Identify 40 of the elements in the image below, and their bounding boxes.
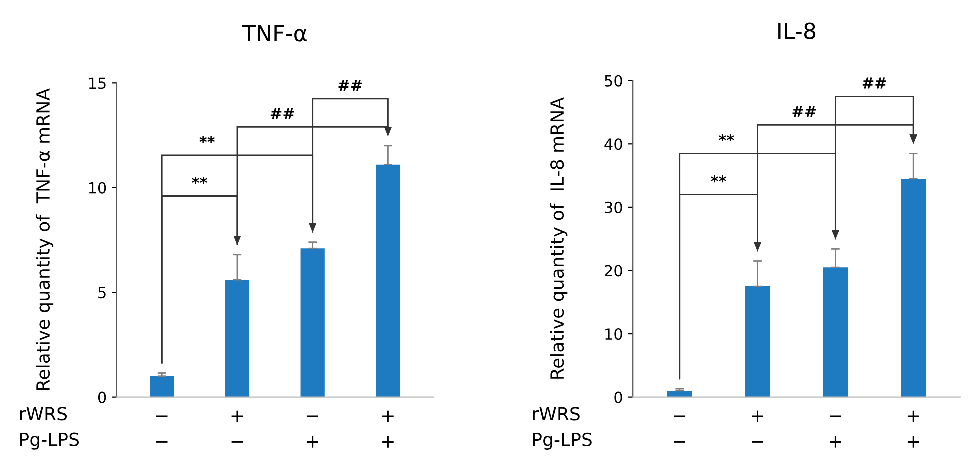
annotation: ## — [338, 80, 362, 91]
category-label: − − — [156, 416, 168, 443]
annotation: ## — [862, 78, 886, 89]
bar — [745, 286, 770, 398]
bar — [225, 280, 250, 398]
annotation: ## — [270, 108, 294, 120]
x-tick-label: − + — [830, 416, 842, 448]
x-axis-title: rWRS Pg-LPS — [20, 407, 80, 450]
annotation: ** — [711, 176, 726, 183]
x-tick-label: + + — [382, 410, 394, 448]
bar — [300, 248, 325, 398]
x-axis-title: rWRS Pg-LPS — [533, 407, 592, 450]
bar — [150, 376, 174, 398]
chart-title: IL-8 — [778, 22, 816, 40]
y-tick-label: 20 — [605, 265, 622, 277]
bar — [667, 390, 692, 398]
x-tick-label: − + — [307, 416, 318, 448]
y-tick-label: 15 — [89, 78, 106, 90]
y-tick-label: 30 — [605, 202, 622, 214]
y-tick-label: 10 — [89, 182, 106, 194]
bar — [901, 178, 926, 398]
category-label: − − — [674, 416, 686, 443]
y-axis-title: Relative quantity of IL-8 mRNA — [550, 98, 568, 379]
y-tick-label: 50 — [605, 75, 622, 87]
x-tick-label: + + — [908, 410, 920, 448]
chart-title: TNF-α — [242, 25, 307, 42]
x-tick-label: + − — [232, 410, 244, 443]
y-tick-label: 0 — [614, 392, 622, 404]
y-tick-label: 10 — [606, 328, 622, 340]
y-axis-title: Relative quantity of TNF-α mRNA — [36, 88, 54, 390]
bar — [376, 164, 400, 398]
annotation: ** — [192, 177, 208, 184]
y-tick-label: 5 — [98, 287, 106, 299]
y-tick-label: 0 — [98, 392, 106, 404]
annotation: ## — [792, 106, 816, 118]
annotation: ** — [718, 134, 734, 142]
x-tick-label: + − — [752, 410, 764, 443]
bar — [823, 268, 848, 398]
y-tick-label: 40 — [604, 138, 622, 150]
annotation: ** — [200, 136, 216, 144]
